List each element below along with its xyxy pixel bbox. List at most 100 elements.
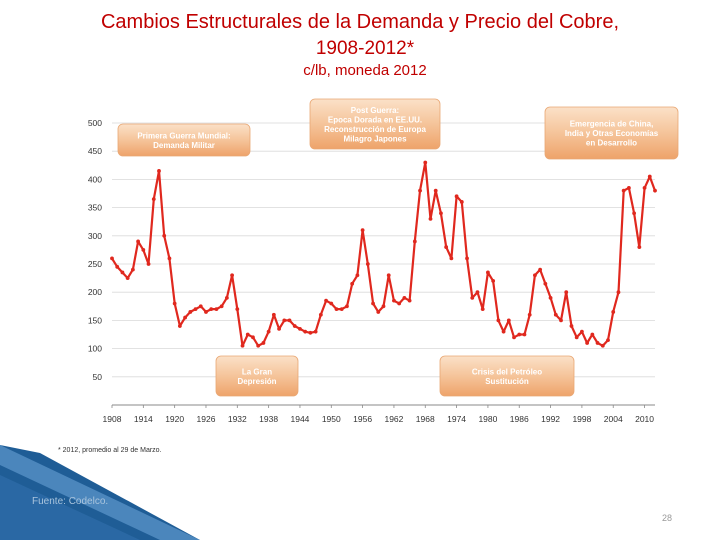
data-point [585,341,590,345]
x-tick-label: 1974 [447,414,466,424]
data-point [277,326,281,331]
x-tick-label: 1926 [197,414,216,424]
data-point [574,335,579,340]
x-tick-label: 2004 [604,414,623,424]
data-point [376,310,381,314]
series-line [111,161,657,347]
data-point [120,270,125,275]
data-point [251,335,255,340]
data-point [130,267,135,272]
data-point [559,318,563,323]
data-point [371,301,375,306]
x-tick-label: 1920 [165,414,184,424]
data-point [261,341,266,345]
data-point [501,329,506,334]
data-point [475,290,480,295]
data-point [527,312,532,317]
data-point [167,256,172,261]
data-point [318,312,323,317]
data-point [125,276,130,280]
data-point [146,262,151,266]
y-tick-label: 250 [88,259,102,269]
data-point [198,304,203,309]
data-point [543,281,548,286]
data-point [522,332,527,337]
data-point [491,279,496,283]
series-layer [110,160,657,348]
data-point [136,239,141,244]
units-label: c/lb, moneda 2012 [303,62,427,79]
data-point [470,295,475,300]
data-point [365,262,370,266]
data-point [282,318,287,323]
data-point [632,211,637,216]
y-tick-label: 400 [88,174,102,184]
data-point [590,332,595,337]
data-point [407,298,412,303]
data-point [553,312,558,317]
data-point [454,194,459,199]
data-point [141,248,146,252]
y-tick-label: 300 [88,231,102,241]
callout-text: La Gran Depresión [237,367,276,386]
callout-box [544,106,679,160]
data-point [506,318,511,323]
data-point [177,324,182,328]
data-point [209,307,214,312]
data-point [548,295,553,300]
y-axis-ticks: 500 450 400 350 300 250 200 150 100 50 [88,118,102,382]
data-point [224,295,229,300]
x-tick-label: 1968 [416,414,435,424]
data-point [449,256,454,261]
data-point [397,301,402,306]
decorative-stripe [0,445,200,540]
data-point [188,310,193,314]
data-point [271,312,276,317]
data-point [465,256,469,261]
data-point [402,295,407,300]
y-tick-label: 200 [88,287,102,297]
data-point [392,298,396,303]
data-point [266,329,271,334]
data-point [480,307,485,312]
data-point [444,245,449,249]
data-point [600,343,605,348]
x-axis-ticks: 1908 1914 1920 1926 1932 1938 1944 1950 1956 1962… [103,414,655,424]
data-point [647,174,652,179]
data-point [486,270,490,275]
data-point [345,304,349,309]
chart-grid [112,122,655,378]
data-point [360,228,365,233]
y-tick-label: 100 [88,344,102,354]
data-point [115,264,120,269]
annotation-callout: Crisis del Petróleo Sustitución [439,355,575,397]
page-number: 28 [662,513,673,523]
chart-axes [111,404,655,408]
annotation-callout: Primera Guerra Mundial: Demanda Militar [117,123,251,157]
data-point [512,335,516,340]
x-tick-label: 1986 [510,414,529,424]
data-point [569,324,574,328]
callout-text: Crisis del Petróleo Sustitución [472,367,542,386]
data-point [533,273,537,278]
data-point [287,318,292,323]
x-tick-label: 1998 [572,414,591,424]
data-point [240,343,245,348]
callout-box [309,98,441,150]
data-point [653,188,657,193]
callout-text: Emergencia de China, India y Otras Econom… [565,120,659,148]
x-tick-label: 1914 [134,414,153,424]
data-point [193,307,198,312]
data-point [151,197,156,202]
data-point [292,324,297,328]
y-tick-label: 350 [88,203,102,213]
x-tick-label: 1980 [478,414,497,424]
data-point [183,315,187,320]
data-point [334,307,339,312]
annotation-callout: Emergencia de China, India y Otras Econom… [544,106,679,160]
data-point [626,185,631,190]
data-point [256,343,261,348]
data-point [412,239,417,244]
y-tick-label: 50 [93,372,103,382]
